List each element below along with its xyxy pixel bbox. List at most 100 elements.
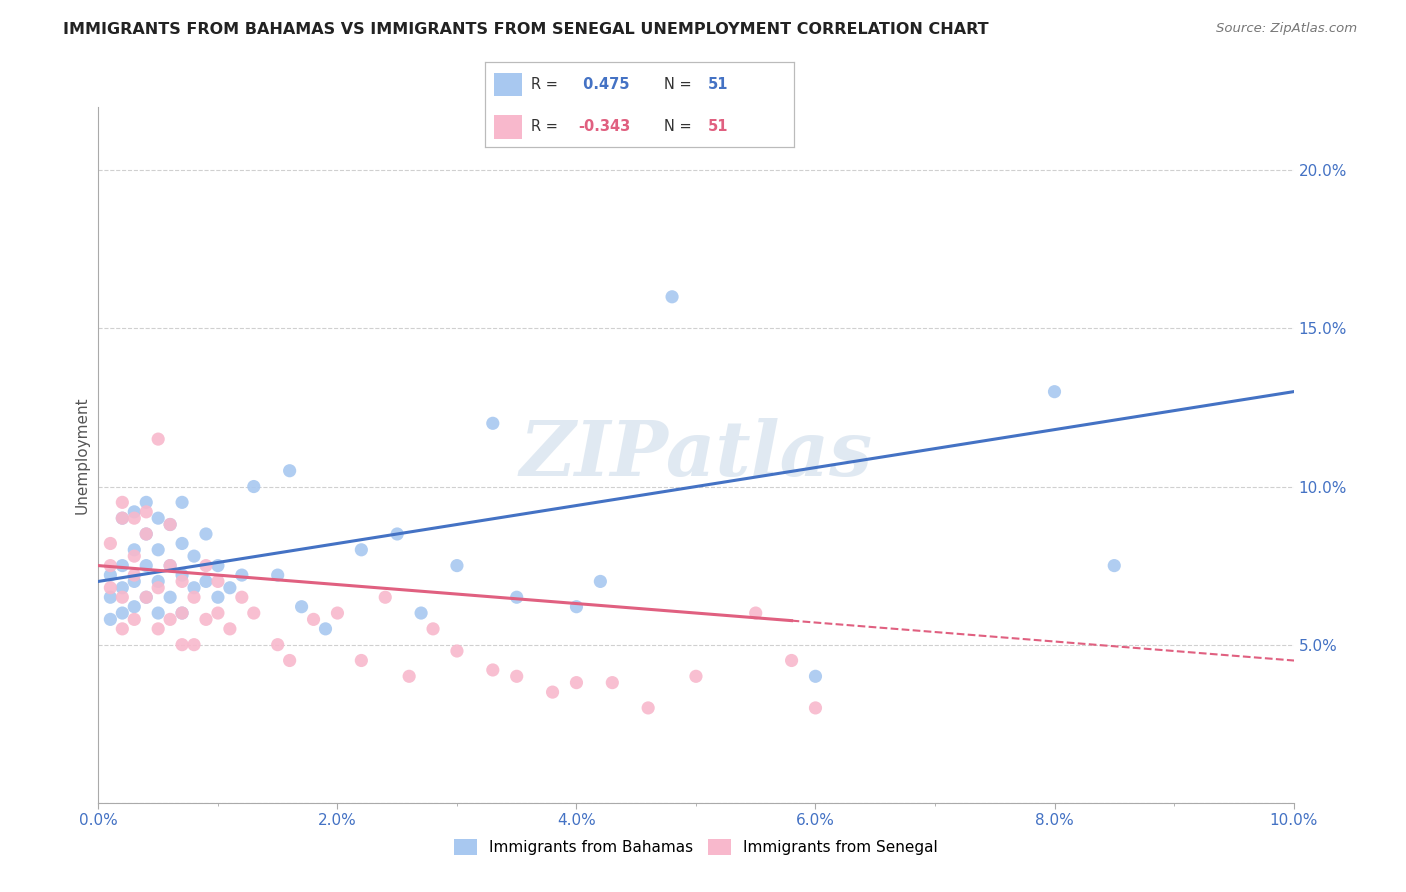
Text: 0.475: 0.475 (578, 77, 630, 92)
Point (172, 606, 194, 620)
Point (482, 663, 505, 677)
Point (446, 558, 468, 573)
Text: Source: ZipAtlas.com: Source: ZipAtlas.com (1216, 22, 1357, 36)
Point (172, 606, 194, 620)
Point (148, 542, 170, 557)
Point (124, 542, 146, 557)
Text: N =: N = (665, 77, 697, 92)
Point (124, 612, 146, 626)
Point (98, 591, 122, 605)
Point (124, 505, 146, 519)
Point (98, 581, 122, 595)
Point (124, 574, 146, 589)
Point (195, 527, 218, 541)
Point (98, 558, 122, 573)
Point (506, 669, 529, 683)
Point (1104, 558, 1126, 573)
Point (685, 669, 707, 683)
Point (111, 511, 134, 525)
Point (111, 495, 134, 509)
Point (124, 511, 146, 525)
Point (589, 574, 612, 589)
Text: ZIPatlas: ZIPatlas (519, 418, 873, 491)
Point (135, 527, 157, 541)
Point (411, 606, 433, 620)
Point (148, 511, 170, 525)
Point (159, 591, 181, 605)
Point (148, 622, 170, 636)
Point (111, 511, 134, 525)
Point (315, 622, 337, 636)
Text: -0.343: -0.343 (578, 120, 630, 135)
Point (565, 599, 588, 614)
Text: R =: R = (531, 120, 562, 135)
Point (124, 599, 146, 614)
Point (135, 527, 157, 541)
Text: 51: 51 (707, 120, 728, 135)
Point (148, 432, 170, 446)
Y-axis label: Unemployment: Unemployment (75, 396, 90, 514)
Point (207, 591, 229, 605)
Point (278, 464, 301, 478)
Point (1043, 384, 1066, 399)
Point (148, 574, 170, 589)
Point (124, 549, 146, 563)
Point (172, 568, 194, 582)
Point (291, 599, 314, 614)
Point (124, 568, 146, 582)
Point (98, 612, 122, 626)
Point (267, 638, 290, 652)
Point (135, 558, 157, 573)
Point (219, 622, 242, 636)
Point (172, 536, 194, 550)
Point (243, 479, 266, 493)
Point (183, 638, 205, 652)
Point (135, 591, 157, 605)
Text: 51: 51 (707, 77, 728, 92)
Point (243, 606, 266, 620)
Point (111, 606, 134, 620)
Point (159, 517, 181, 532)
Point (159, 558, 181, 573)
FancyBboxPatch shape (495, 115, 522, 139)
Point (482, 417, 505, 431)
Point (98, 536, 122, 550)
Point (148, 581, 170, 595)
Point (207, 606, 229, 620)
Point (326, 606, 349, 620)
Point (111, 591, 134, 605)
Text: R =: R = (531, 77, 562, 92)
Point (207, 558, 229, 573)
Point (111, 622, 134, 636)
Point (159, 558, 181, 573)
Point (302, 612, 325, 626)
Point (385, 527, 409, 541)
Point (661, 290, 683, 304)
Point (183, 549, 205, 563)
Point (195, 574, 218, 589)
Text: IMMIGRANTS FROM BAHAMAS VS IMMIGRANTS FROM SENEGAL UNEMPLOYMENT CORRELATION CHAR: IMMIGRANTS FROM BAHAMAS VS IMMIGRANTS FR… (63, 22, 988, 37)
Point (135, 495, 157, 509)
Point (780, 653, 803, 667)
Point (804, 669, 827, 683)
Point (267, 568, 290, 582)
Point (135, 591, 157, 605)
Point (446, 644, 468, 658)
Point (422, 622, 444, 636)
Point (398, 669, 420, 683)
Point (602, 675, 624, 690)
Point (565, 675, 588, 690)
Point (172, 495, 194, 509)
Point (745, 606, 768, 620)
Point (111, 558, 134, 573)
FancyBboxPatch shape (495, 72, 522, 96)
Point (159, 612, 181, 626)
Point (231, 591, 253, 605)
Point (172, 574, 194, 589)
Point (195, 558, 218, 573)
Point (278, 653, 301, 667)
Point (111, 581, 134, 595)
Point (183, 581, 205, 595)
Point (350, 542, 373, 557)
Point (374, 591, 396, 605)
